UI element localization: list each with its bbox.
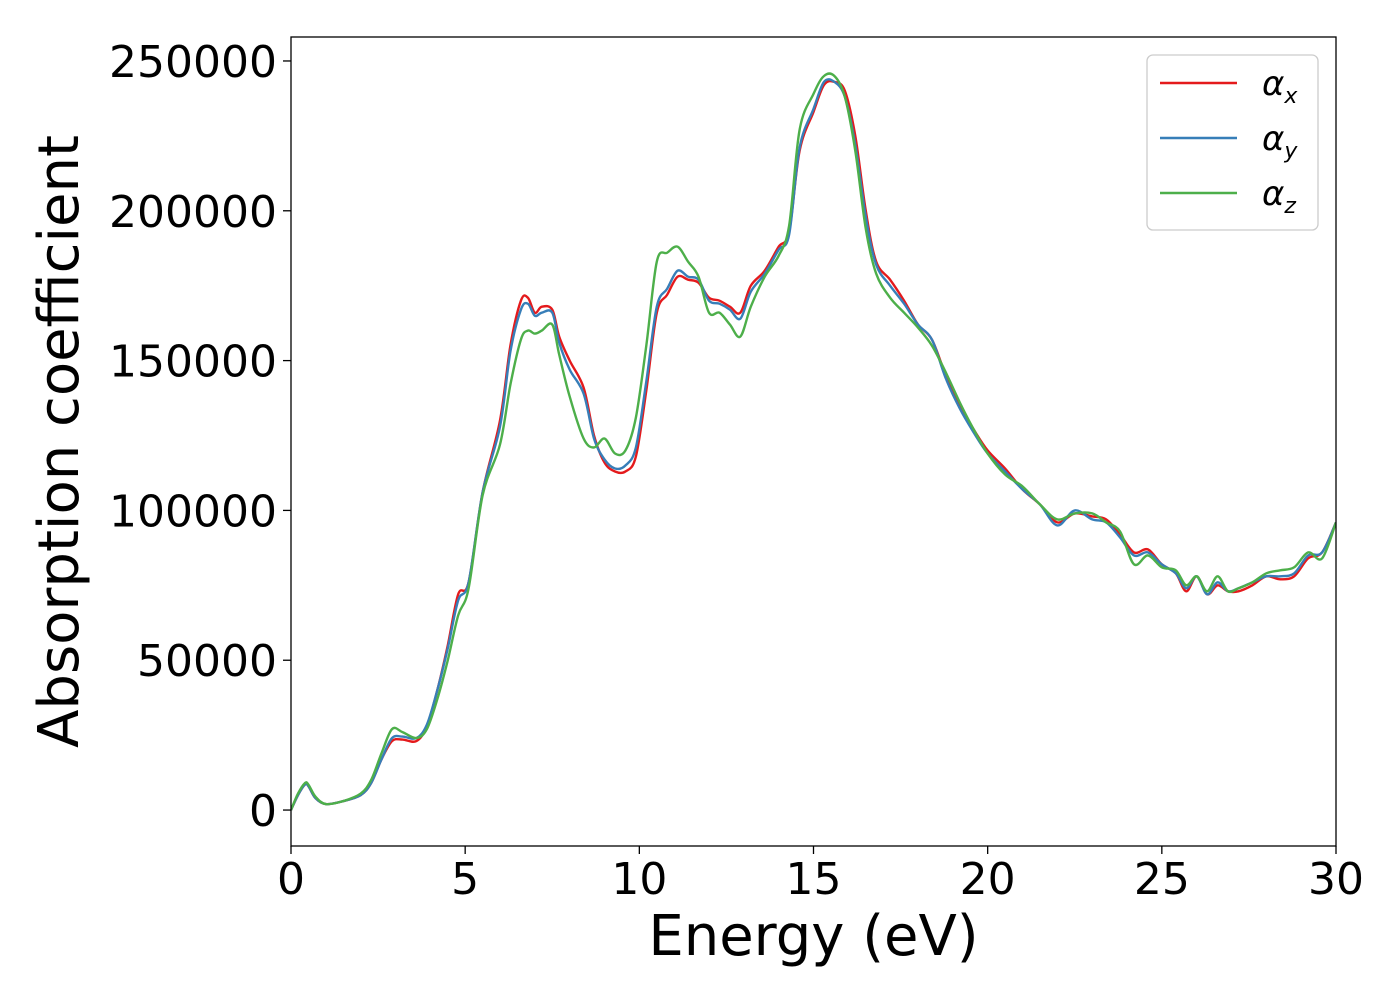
y-tick-label: 150000 (109, 337, 277, 388)
x-tick-label: 10 (611, 854, 667, 905)
legend-box (1146, 54, 1319, 231)
y-tick-label: 200000 (109, 187, 277, 238)
y-tick-label: 100000 (109, 486, 277, 537)
y-axis-ticks: 0 50000 100000 150000 200000 250000 (109, 37, 291, 837)
x-tick-label: 20 (960, 854, 1016, 905)
x-tick-label: 25 (1134, 854, 1190, 905)
x-tick-label: 5 (451, 854, 479, 905)
y-axis-title: Absorption coefficient (27, 135, 92, 748)
series-line-y (291, 78, 1336, 811)
x-tick-label: 30 (1308, 854, 1364, 905)
y-tick-label: 50000 (137, 636, 277, 687)
x-axis-ticks: 0 5 10 15 20 25 30 (277, 846, 1364, 905)
legend-label-y: αy (1262, 119, 1298, 164)
legend: αx αy αz (1146, 54, 1319, 231)
legend-label-x: αx (1262, 64, 1298, 109)
y-tick-label: 250000 (109, 37, 277, 88)
legend-label-z: αz (1262, 174, 1296, 219)
x-tick-label: 0 (277, 854, 305, 905)
y-tick-label: 0 (249, 786, 277, 837)
x-axis-title: Energy (eV) (648, 904, 978, 969)
series-layer (291, 72, 1336, 811)
series-line-z (291, 72, 1336, 811)
x-tick-label: 15 (786, 854, 842, 905)
